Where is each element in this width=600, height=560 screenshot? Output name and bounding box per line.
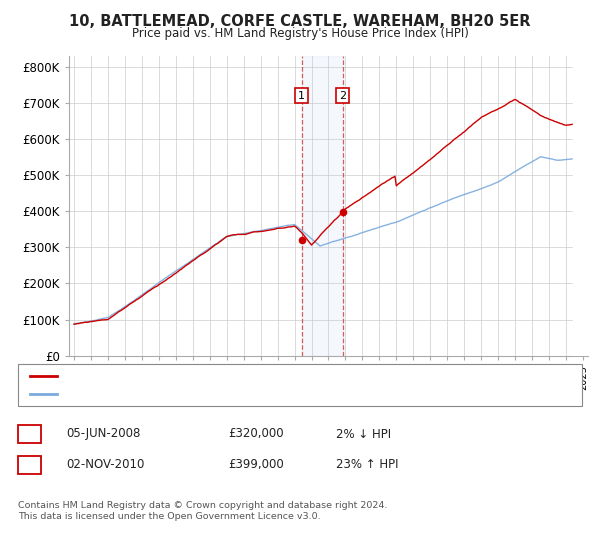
Text: 02-NOV-2010: 02-NOV-2010 — [66, 458, 145, 472]
Text: 2% ↓ HPI: 2% ↓ HPI — [336, 427, 391, 441]
Text: 1: 1 — [298, 91, 305, 101]
Text: Price paid vs. HM Land Registry's House Price Index (HPI): Price paid vs. HM Land Registry's House … — [131, 27, 469, 40]
Text: £399,000: £399,000 — [228, 458, 284, 472]
Text: £320,000: £320,000 — [228, 427, 284, 441]
Bar — [573, 56, 588, 356]
Text: 10, BATTLEMEAD, CORFE CASTLE, WAREHAM, BH20 5ER: 10, BATTLEMEAD, CORFE CASTLE, WAREHAM, B… — [69, 14, 531, 29]
Bar — [302, 56, 343, 356]
Text: 05-JUN-2008: 05-JUN-2008 — [66, 427, 140, 441]
Text: 1: 1 — [26, 427, 33, 441]
Text: 10, BATTLEMEAD, CORFE CASTLE, WAREHAM, BH20 5ER (detached house): 10, BATTLEMEAD, CORFE CASTLE, WAREHAM, B… — [63, 371, 450, 381]
Text: Contains HM Land Registry data © Crown copyright and database right 2024.
This d: Contains HM Land Registry data © Crown c… — [18, 501, 388, 521]
Text: HPI: Average price, detached house, Dorset: HPI: Average price, detached house, Dors… — [63, 389, 290, 399]
Text: 2: 2 — [339, 91, 346, 101]
Text: 23% ↑ HPI: 23% ↑ HPI — [336, 458, 398, 472]
Text: 2: 2 — [26, 458, 33, 472]
